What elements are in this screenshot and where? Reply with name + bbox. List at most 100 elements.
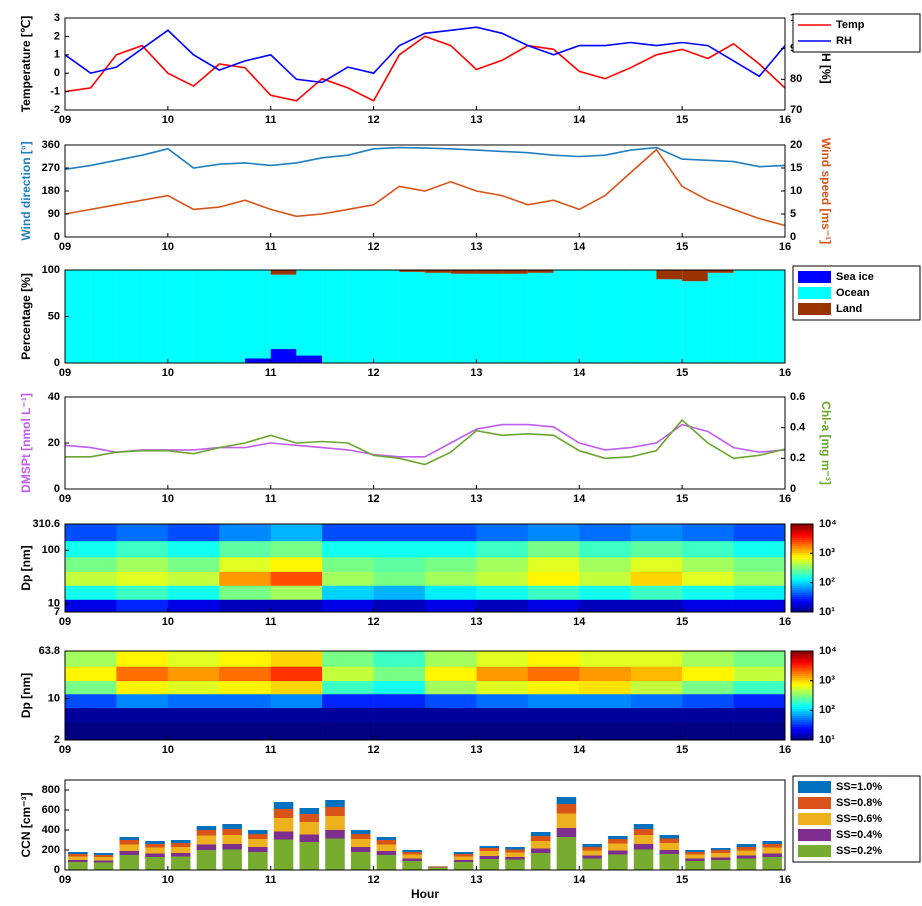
bar-segment	[476, 270, 502, 274]
heatmap-cell	[425, 557, 477, 572]
y-axis-label: DMSPt [nmol L⁻¹]	[19, 393, 33, 493]
bar-segment	[194, 270, 220, 363]
bar-segment	[682, 281, 708, 363]
bar-segment	[531, 832, 551, 836]
bar-segment	[505, 857, 525, 860]
bar-segment	[171, 840, 191, 843]
heatmap-cell	[476, 651, 528, 667]
bar-segment	[171, 857, 191, 871]
line-series	[65, 36, 785, 100]
heatmap-cell	[271, 722, 323, 740]
bar-segment	[608, 839, 628, 844]
bar-segment	[557, 828, 577, 837]
bar-segment	[296, 356, 322, 363]
heatmap-cell	[168, 708, 220, 723]
heatmap-cell	[528, 708, 580, 723]
bar-segment	[271, 349, 297, 363]
x-tick-label: 10	[162, 367, 174, 379]
bar-segment	[685, 861, 705, 870]
x-tick-label: 14	[573, 493, 586, 505]
heatmap-cell	[322, 572, 374, 586]
bar-segment	[377, 851, 397, 855]
legend-label: Ocean	[836, 287, 870, 299]
bar-segment	[531, 841, 551, 849]
y2-tick-label: 0.4	[790, 422, 806, 434]
heatmap-cell	[116, 666, 168, 681]
x-tick-label: 09	[59, 493, 71, 505]
x-tick-label: 13	[470, 367, 482, 379]
bar-segment	[608, 851, 628, 855]
bar-segment	[402, 859, 422, 862]
heatmap-cell	[271, 694, 323, 708]
heatmap-cell	[65, 722, 117, 740]
heatmap-cell	[631, 708, 683, 723]
heatmap-cell	[322, 666, 374, 681]
bar-segment	[711, 853, 731, 858]
heatmap-cell	[579, 599, 631, 612]
heatmap-cell	[219, 599, 271, 612]
y-tick-label: 100	[42, 264, 60, 276]
bar-segment	[762, 854, 782, 858]
x-tick-label: 15	[676, 241, 688, 253]
bar-segment	[248, 839, 268, 847]
bar-segment	[608, 855, 628, 871]
heatmap-cell	[579, 524, 631, 541]
heatmap-cell	[116, 694, 168, 708]
legend-swatch	[798, 813, 831, 825]
colorbar-label: 10²	[819, 577, 835, 589]
bar-segment	[300, 835, 320, 843]
heatmap-cell	[168, 599, 220, 612]
heatmap-cell	[682, 585, 734, 599]
bar-segment	[274, 802, 294, 809]
y2-tick-label: 5	[790, 208, 796, 220]
heatmap-cell	[734, 694, 786, 708]
bar-segment	[502, 274, 528, 363]
heatmap-cell	[322, 557, 374, 572]
bar-segment	[248, 852, 268, 870]
bar-segment	[274, 832, 294, 840]
x-tick-label: 11	[265, 367, 277, 379]
y-tick-label: 180	[42, 185, 60, 197]
bar-segment	[377, 840, 397, 845]
heatmap-cell	[116, 524, 168, 541]
bar-segment	[325, 807, 345, 816]
bar-segment	[300, 822, 320, 835]
x-tick-label: 15	[676, 114, 688, 126]
bar-segment	[248, 847, 268, 852]
y-tick-label: 0	[54, 483, 60, 495]
heatmap-cell	[65, 694, 117, 708]
heatmap-cell	[682, 541, 734, 557]
x-tick-label: 09	[59, 616, 71, 628]
y2-tick-label: 0	[790, 483, 796, 495]
heatmap-cell	[631, 694, 683, 708]
heatmap-cell	[631, 541, 683, 557]
y-tick-label: 310.6	[32, 518, 60, 530]
bar-segment	[660, 839, 680, 844]
bar-segment	[351, 852, 371, 870]
heatmap-cell	[168, 722, 220, 740]
bar-segment	[116, 270, 142, 363]
heatmap-cell	[425, 524, 477, 541]
heatmap-cell	[734, 708, 786, 723]
heatmap-cell	[528, 599, 580, 612]
y2-tick-label: 10	[790, 185, 802, 197]
legend-label: Land	[836, 303, 862, 315]
bar-segment	[120, 840, 140, 845]
heatmap-cell	[734, 666, 786, 681]
bar-segment	[351, 839, 371, 847]
y-axis-label: Temperature [℃]	[19, 16, 33, 113]
heatmap-cell	[219, 681, 271, 694]
bar-segment	[685, 859, 705, 862]
y-tick-label: 1	[54, 49, 60, 61]
heatmap-cell	[579, 585, 631, 599]
y-tick-label: 400	[42, 824, 60, 836]
x-tick-label: 13	[470, 493, 482, 505]
y-axis-label: Dp [nm]	[19, 673, 33, 718]
bar-segment	[557, 804, 577, 814]
y2-tick-label: 20	[790, 139, 802, 151]
heatmap-cell	[425, 681, 477, 694]
heatmap-cell	[476, 681, 528, 694]
x-tick-label: 12	[367, 114, 379, 126]
legend-label: Temp	[836, 19, 865, 31]
bar-segment	[91, 270, 117, 363]
